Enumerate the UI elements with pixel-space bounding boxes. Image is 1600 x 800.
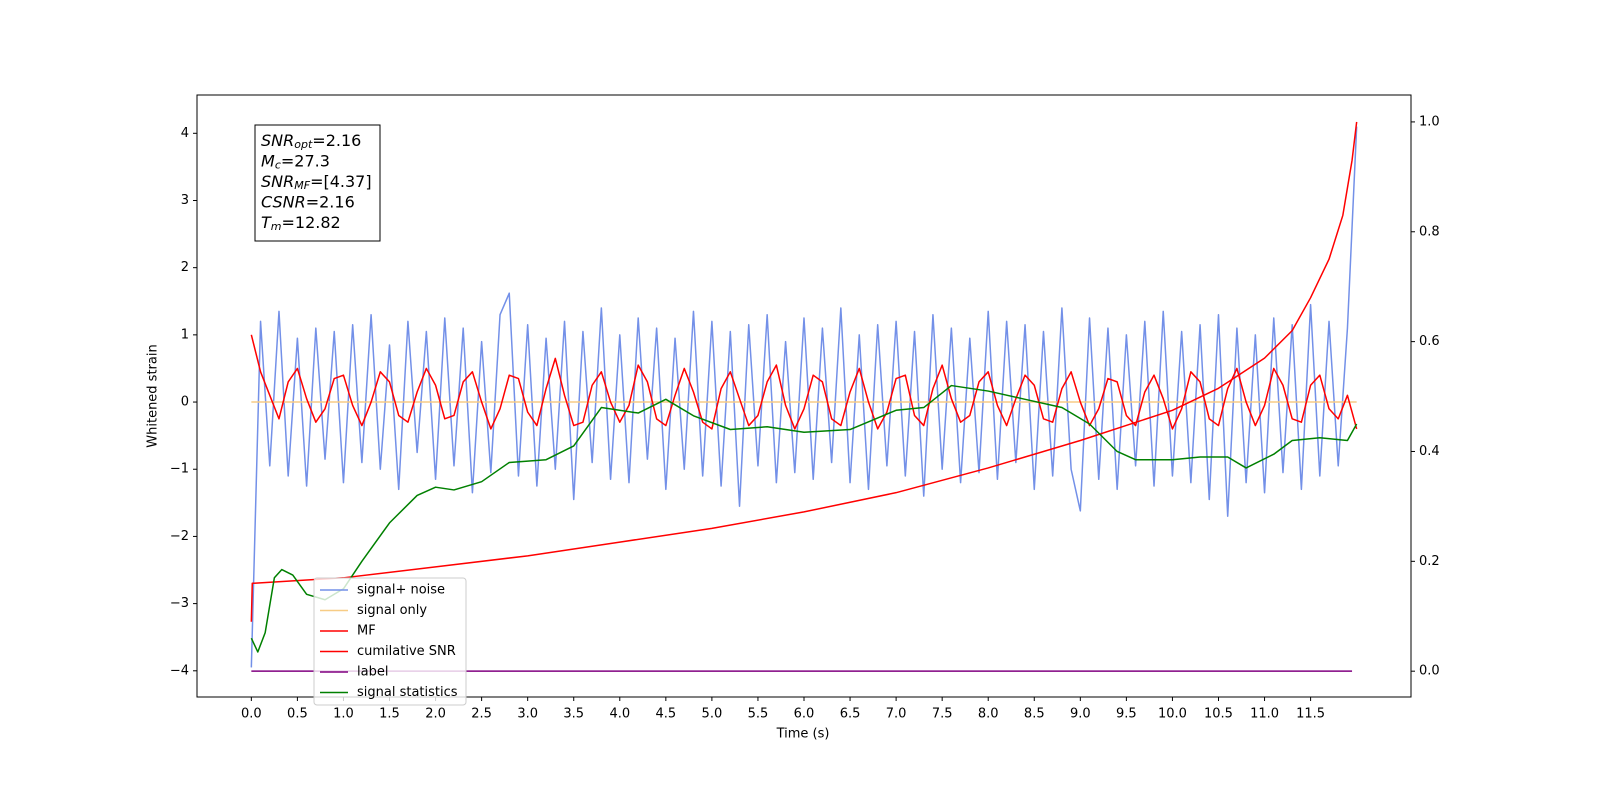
x-tick-label: 9.5: [1116, 707, 1137, 722]
x-tick-label: 11.5: [1296, 707, 1325, 722]
x-tick-label: 3.5: [563, 707, 584, 722]
legend-label: cumilative SNR: [357, 644, 456, 659]
legend-label: signal only: [357, 603, 427, 618]
y2-tick-label: 0.8: [1419, 224, 1440, 239]
annotation-subscript: opt: [294, 138, 313, 151]
annotation-value: =2.16: [312, 131, 361, 150]
annotation-symbol: M: [261, 151, 275, 170]
annotation-symbol: CSNR: [261, 192, 306, 211]
annotation-symbol: T: [261, 213, 272, 232]
y2-tick-label: 0.2: [1419, 554, 1440, 569]
x-tick-label: 6.5: [840, 707, 861, 722]
annotation-line: CSNR=2.16: [261, 192, 355, 211]
series-line: [250, 334, 1358, 430]
annotation-subscript: MF: [294, 179, 310, 192]
x-tick-label: 8.0: [978, 707, 999, 722]
legend-label: signal statistics: [357, 685, 458, 700]
annotation-value: =2.16: [306, 192, 355, 211]
legend-label: MF: [357, 624, 376, 639]
x-tick-label: 8.5: [1024, 707, 1045, 722]
y-tick-label: 0: [181, 395, 189, 410]
x-tick-label: 10.0: [1158, 707, 1187, 722]
annotation-line: SNRMF=[4.37]: [261, 172, 372, 193]
legend-box: [313, 577, 467, 706]
y-tick-label: −4: [170, 663, 189, 678]
x-axis-label: Time (s): [776, 727, 830, 742]
y2-tick-label: 0.6: [1419, 334, 1440, 349]
annotation-value: =12.82: [282, 213, 341, 232]
x-tick-label: 1.0: [333, 707, 354, 722]
x-tick-label: 4.5: [655, 707, 676, 722]
legend-label: signal+ noise: [357, 583, 445, 598]
x-tick-label: 5.0: [702, 707, 723, 722]
y-tick-label: 4: [181, 126, 189, 141]
annotation-line: Tm=12.82: [261, 213, 341, 234]
y-tick-label: 2: [181, 260, 189, 275]
x-tick-label: 9.0: [1070, 707, 1091, 722]
annotation-symbol: SNR: [261, 131, 294, 150]
x-tick-label: 3.0: [517, 707, 538, 722]
annotation-line: SNRopt=2.16: [261, 131, 361, 152]
x-tick-label: 2.5: [471, 707, 492, 722]
annotation-value: =[4.37]: [310, 172, 372, 191]
x-tick-label: 7.5: [932, 707, 953, 722]
y-tick-label: 3: [181, 193, 189, 208]
x-tick-label: 1.5: [379, 707, 400, 722]
series-line: [250, 121, 1358, 622]
annotation-value: =27.3: [281, 151, 330, 170]
x-tick-label: 11.0: [1250, 707, 1279, 722]
annotation-subscript: m: [271, 220, 282, 233]
legend-label: label: [357, 665, 388, 680]
y2-tick-label: 0.0: [1419, 664, 1440, 679]
series-line: [250, 126, 1358, 668]
x-tick-label: 4.0: [609, 707, 630, 722]
y-tick-label: 1: [181, 327, 189, 342]
annotation-subscript: c: [275, 159, 281, 172]
x-tick-label: 0.5: [287, 707, 308, 722]
annotation-box: [254, 124, 381, 242]
y-tick-label: −3: [170, 596, 189, 611]
x-tick-label: 7.0: [886, 707, 907, 722]
x-tick-label: 10.5: [1204, 707, 1233, 722]
annotation-symbol: SNR: [261, 172, 294, 191]
x-tick-label: 0.0: [241, 707, 262, 722]
y2-tick-label: 1.0: [1419, 114, 1440, 129]
x-tick-label: 6.0: [794, 707, 815, 722]
x-tick-label: 2.0: [425, 707, 446, 722]
y-tick-label: −2: [170, 529, 189, 544]
annotation-line: Mc=27.3: [261, 151, 330, 172]
y-axis-label: Whitened strain: [146, 344, 161, 447]
y2-tick-label: 0.4: [1419, 444, 1440, 459]
x-tick-label: 5.5: [748, 707, 769, 722]
y-tick-label: −1: [170, 462, 189, 477]
